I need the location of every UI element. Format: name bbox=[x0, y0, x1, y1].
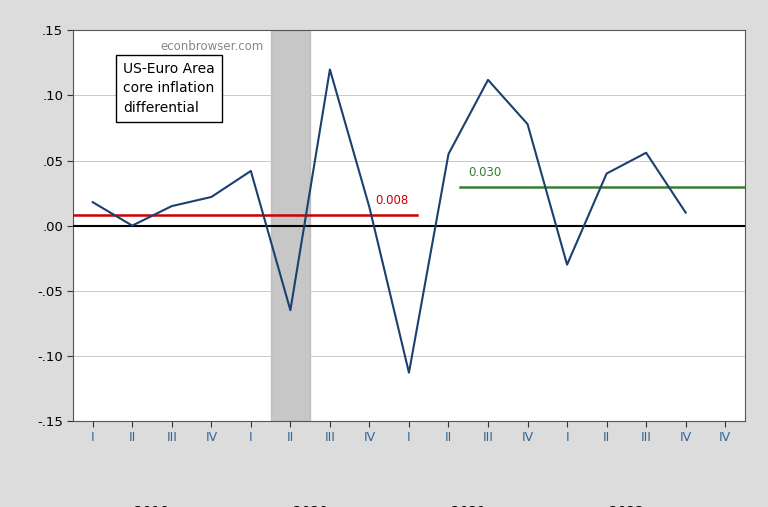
Text: 2019: 2019 bbox=[134, 505, 170, 507]
Text: 2021: 2021 bbox=[451, 505, 486, 507]
Text: 0.008: 0.008 bbox=[376, 194, 409, 207]
Text: 2020: 2020 bbox=[293, 505, 328, 507]
Text: econbrowser.com: econbrowser.com bbox=[161, 40, 263, 53]
Text: 2022: 2022 bbox=[609, 505, 644, 507]
Text: 0.030: 0.030 bbox=[468, 166, 502, 179]
Text: US-Euro Area
core inflation
differential: US-Euro Area core inflation differential bbox=[124, 62, 215, 115]
Bar bbox=[270, 30, 310, 421]
